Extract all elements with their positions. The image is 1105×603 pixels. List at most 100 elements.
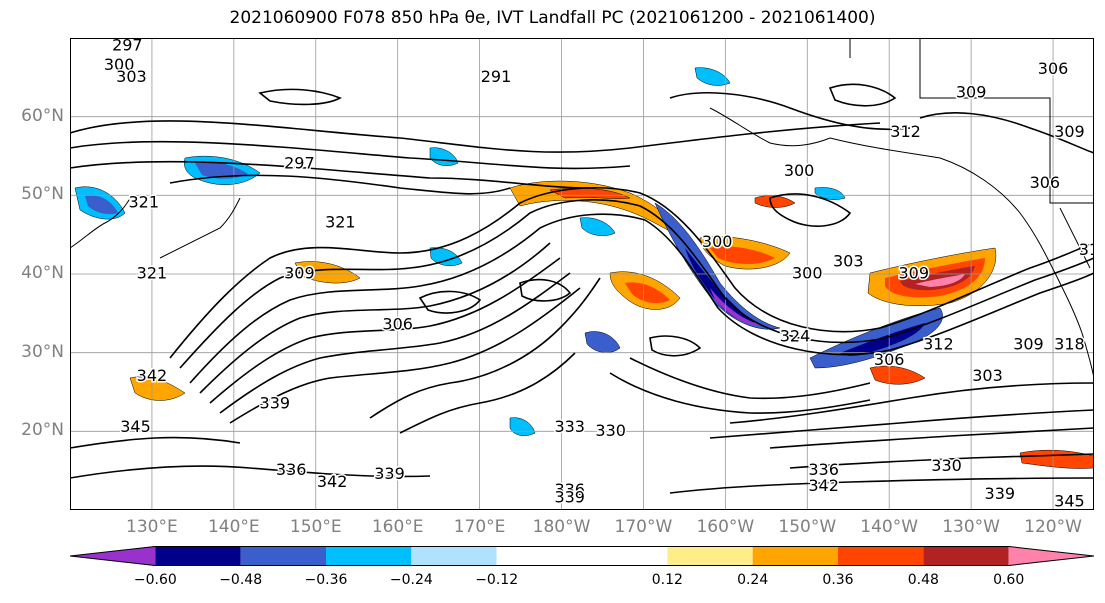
contour-value-label: 312	[890, 122, 921, 141]
longitude-tick-label: 130°W	[942, 517, 1000, 537]
contour-line	[418, 290, 482, 314]
contour-value-label: 309	[1054, 122, 1085, 141]
contour-line	[609, 372, 871, 414]
map-panel: 297 300 303 297 291 321 321 321 309 306 300 300 300 3…	[70, 38, 1094, 510]
contour-line	[70, 120, 881, 153]
colorbar-swatch	[411, 546, 497, 566]
longitude-tick-label: 130°E	[126, 517, 178, 537]
contour-value-label: 336	[276, 460, 307, 479]
contour-value-label: 300	[784, 161, 815, 180]
negative-anomaly-region	[85, 195, 118, 215]
longitude-tick-label: 160°E	[371, 517, 424, 537]
longitude-tick-label: 170°W	[614, 517, 673, 537]
contour-value-label: 300	[702, 232, 733, 251]
contour-line	[70, 436, 241, 449]
contour-value-label: 321	[137, 264, 168, 283]
longitude-tick-label: 140°E	[207, 517, 260, 537]
contour-line	[169, 174, 511, 195]
contour-value-label: 306	[1030, 173, 1061, 192]
contour-value-label: 315	[1079, 240, 1094, 259]
contour-value-label: 309	[956, 83, 987, 102]
colorbar-swatch	[496, 546, 668, 566]
negative-anomaly-region	[429, 247, 463, 266]
contour-value-label: 330	[595, 421, 626, 440]
negative-anomaly-region	[195, 162, 248, 179]
contour-value-label: 312	[923, 334, 954, 353]
colorbar-swatch	[752, 546, 838, 566]
contour-value-label: 342	[808, 476, 839, 495]
longitude-tick-label: 180°W	[532, 517, 591, 537]
contour-line	[209, 257, 561, 404]
contour-value-label: 309	[1013, 334, 1044, 353]
colorbar-tick-label: −0.36	[304, 572, 348, 588]
colorbar-swatch	[838, 546, 924, 566]
contour-line	[769, 427, 1094, 449]
colorbar-outline	[70, 546, 1094, 566]
negative-anomaly-region	[694, 67, 731, 86]
coastline	[849, 38, 1094, 204]
contour-value-label: 318	[1054, 334, 1085, 353]
contour-line	[70, 140, 631, 170]
contour-value-label: 309	[284, 264, 315, 283]
contour-value-label: 306	[1038, 59, 1069, 78]
contour-value-label: 342	[137, 366, 168, 385]
contour-value-label: 297	[284, 153, 315, 172]
contour-line	[709, 409, 1094, 439]
contour-value-label: 300	[104, 55, 135, 74]
contour-value-label: 336	[554, 480, 585, 499]
latitude-tick-label: 20°N	[21, 420, 64, 441]
positive-anomaly-region	[1019, 449, 1094, 469]
contour-value-label: 321	[325, 212, 356, 231]
coastline	[709, 107, 831, 147]
coastlines	[70, 38, 1094, 379]
contour-line	[729, 382, 1094, 424]
colorbar-swatch	[326, 546, 412, 566]
colorbar-swatch	[667, 546, 753, 566]
longitude-tick-label: 140°W	[860, 517, 919, 537]
longitude-tick-label: 150°E	[289, 517, 342, 537]
map-title: 2021060900 F078 850 hPa θe, IVT Landfall…	[229, 8, 876, 28]
colorbar-tick-label: 0.48	[907, 572, 939, 588]
contour-line	[169, 187, 1094, 359]
contour-value-label: 339	[985, 484, 1016, 503]
colorbar-swatch	[70, 546, 156, 566]
contour-value-label: 339	[374, 464, 405, 483]
contour-value-label: 333	[554, 417, 585, 436]
contour-line	[789, 453, 1094, 469]
coastline	[159, 197, 241, 259]
colorbar-tick-label: −0.60	[133, 572, 177, 588]
colorbar-tick-label: −0.48	[219, 572, 263, 588]
colorbar	[70, 546, 1094, 566]
positive-anomaly-region	[294, 261, 361, 284]
map-frame	[70, 38, 1094, 510]
contour-value-label: 309	[899, 264, 930, 283]
pc-shading	[74, 67, 1094, 469]
contour-line	[219, 272, 571, 414]
colorbar-swatch	[1008, 546, 1094, 566]
theta-e-contours	[70, 83, 1094, 494]
colorbar-tick-label: −0.24	[389, 572, 433, 588]
coastline	[829, 137, 1056, 274]
contour-value-label: 345	[120, 417, 151, 436]
contour-line	[179, 199, 1094, 369]
contour-value-label: 321	[128, 193, 159, 212]
positive-anomaly-region	[915, 274, 965, 287]
coastline	[1054, 272, 1094, 379]
contour-line	[519, 278, 572, 302]
contour-value-label: 342	[317, 472, 348, 491]
colorbar-swatch	[155, 546, 241, 566]
contour-value-label: 306	[382, 315, 413, 334]
contour-line	[229, 287, 581, 424]
contour-value-label: 339	[260, 393, 291, 412]
latitude-tick-label: 60°N	[21, 105, 64, 126]
contour-value-label: 330	[931, 456, 962, 475]
contour-line	[669, 92, 911, 131]
positive-anomaly-region	[129, 376, 186, 401]
contour-value-label: 324	[780, 326, 811, 345]
contour-value-label: 300	[792, 264, 823, 283]
contour-value-label: 303	[833, 252, 864, 271]
contour-value-label: 297	[112, 38, 143, 54]
negative-anomaly-region	[654, 202, 781, 330]
contour-line	[199, 242, 551, 394]
contour-line	[189, 213, 1094, 384]
